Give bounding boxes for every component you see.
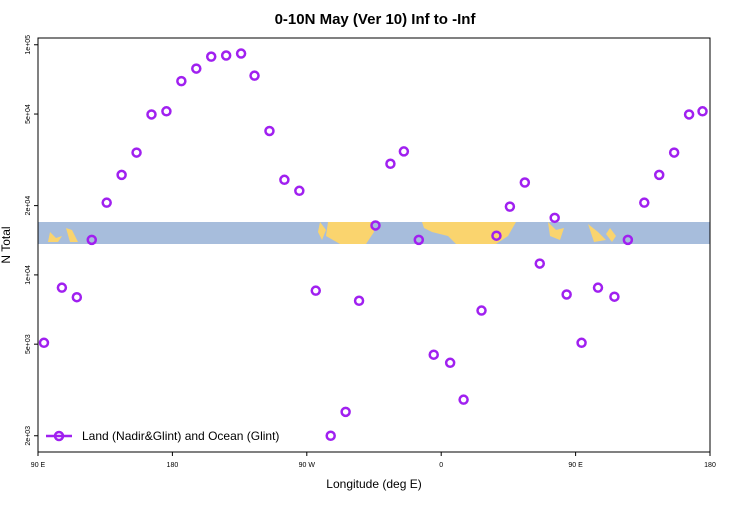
point [428, 349, 439, 360]
point [398, 146, 410, 157]
point [476, 305, 487, 316]
point [668, 147, 680, 158]
point [353, 295, 365, 307]
point [609, 291, 620, 302]
point [639, 197, 650, 208]
point [235, 48, 247, 59]
point [161, 106, 172, 117]
point [519, 177, 531, 188]
point [491, 230, 502, 241]
point [622, 234, 634, 246]
legend-label: Land (Nadir&Glint) and Ocean (Glint) [82, 429, 279, 443]
point [653, 169, 665, 181]
point [205, 51, 217, 62]
point [101, 197, 112, 208]
y-axis-label: N Total [0, 226, 13, 263]
point [310, 285, 322, 296]
y-tick-label: 1e+05 [25, 35, 32, 55]
chart-title: 0-10N May (Ver 10) Inf to -Inf [275, 11, 477, 28]
point [549, 212, 560, 224]
point [385, 158, 396, 170]
point [504, 201, 516, 212]
point [370, 220, 381, 231]
x-axis-label: Longitude (deg E) [326, 477, 421, 491]
point [264, 125, 275, 137]
point [340, 406, 351, 418]
x-tick-label: 180 [704, 462, 716, 469]
map-strip [38, 222, 710, 244]
x-tick-label: 0 [439, 462, 443, 469]
point [592, 282, 604, 293]
point [444, 357, 456, 369]
point [249, 70, 260, 81]
point [294, 185, 305, 197]
plot-frame [37, 37, 711, 453]
point [576, 337, 587, 349]
point [86, 234, 98, 246]
x-tick-label: 90 W [299, 462, 316, 469]
point [220, 50, 232, 61]
point [71, 291, 83, 303]
x-tick-label: 180 [167, 462, 179, 469]
point [116, 169, 127, 181]
point [191, 63, 202, 74]
point [56, 282, 68, 293]
point [413, 234, 425, 246]
y-tick-label: 1e+04 [25, 265, 32, 285]
point [534, 258, 546, 269]
point [279, 174, 290, 186]
y-tick-label: 5e+03 [25, 334, 32, 354]
x-tick-label: 90 E [568, 462, 583, 469]
point [683, 109, 695, 120]
x-tick-label: 90 E [31, 462, 46, 469]
y-tick-label: 2e+03 [25, 426, 32, 446]
point [697, 106, 708, 117]
y-tick-label: 2e+04 [25, 196, 32, 216]
point [146, 109, 157, 120]
point [38, 337, 50, 349]
legend-marker [53, 430, 65, 442]
point [176, 75, 187, 87]
point [561, 289, 572, 300]
y-tick-label: 5e+04 [25, 104, 32, 124]
point [325, 430, 336, 442]
point [131, 147, 142, 158]
point [458, 394, 469, 405]
